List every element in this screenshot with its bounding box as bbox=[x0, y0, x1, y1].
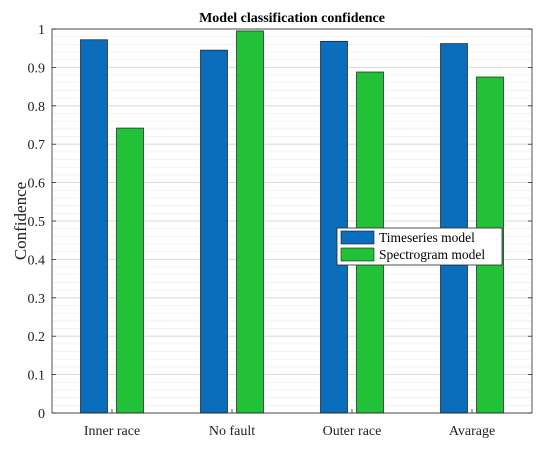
bars bbox=[80, 30, 504, 414]
legend: Timeseries model Spectrogram model bbox=[336, 227, 503, 266]
y-tick-label: 0 bbox=[38, 407, 45, 422]
legend-swatch bbox=[340, 230, 375, 245]
chart-title: Model classification confidence bbox=[199, 11, 385, 26]
x-tick-label: Avarage bbox=[449, 424, 495, 439]
legend-swatch bbox=[340, 247, 375, 262]
y-tick-label: 0.9 bbox=[28, 61, 46, 76]
x-tick-label: Outer race bbox=[323, 424, 382, 439]
y-tick-label: 0.4 bbox=[28, 253, 46, 268]
y-tick-label: 0.6 bbox=[28, 177, 46, 192]
y-axis-ticks: 0 0.1 0.2 0.3 0.4 0.5 0.6 0.7 0.8 0.9 1 bbox=[28, 23, 532, 422]
x-tick-label: Inner race bbox=[84, 424, 140, 439]
y-tick-label: 0.3 bbox=[28, 292, 46, 307]
y-tick-label: 0.1 bbox=[28, 369, 46, 384]
x-tick-label: No fault bbox=[209, 424, 255, 439]
legend-label: Spectrogram model bbox=[379, 247, 485, 262]
legend-label: Timeseries model bbox=[379, 230, 475, 245]
bar-timeseries-inner-race bbox=[80, 39, 108, 414]
bar-spectrogram-inner-race bbox=[116, 127, 144, 414]
y-tick-label: 0.2 bbox=[28, 330, 46, 345]
y-axis-label: Confidence bbox=[11, 182, 30, 260]
y-tick-label: 0.7 bbox=[28, 138, 46, 153]
bar-timeseries-outer-race bbox=[320, 40, 348, 414]
y-tick-label: 0.5 bbox=[28, 215, 46, 230]
y-tick-label: 1 bbox=[38, 23, 45, 38]
x-axis-ticks: Inner race No fault Outer race Avarage bbox=[84, 409, 495, 439]
bar-spectrogram-no-fault bbox=[236, 30, 264, 414]
y-tick-label: 0.8 bbox=[28, 100, 46, 115]
bar-timeseries-no-fault bbox=[200, 49, 228, 414]
